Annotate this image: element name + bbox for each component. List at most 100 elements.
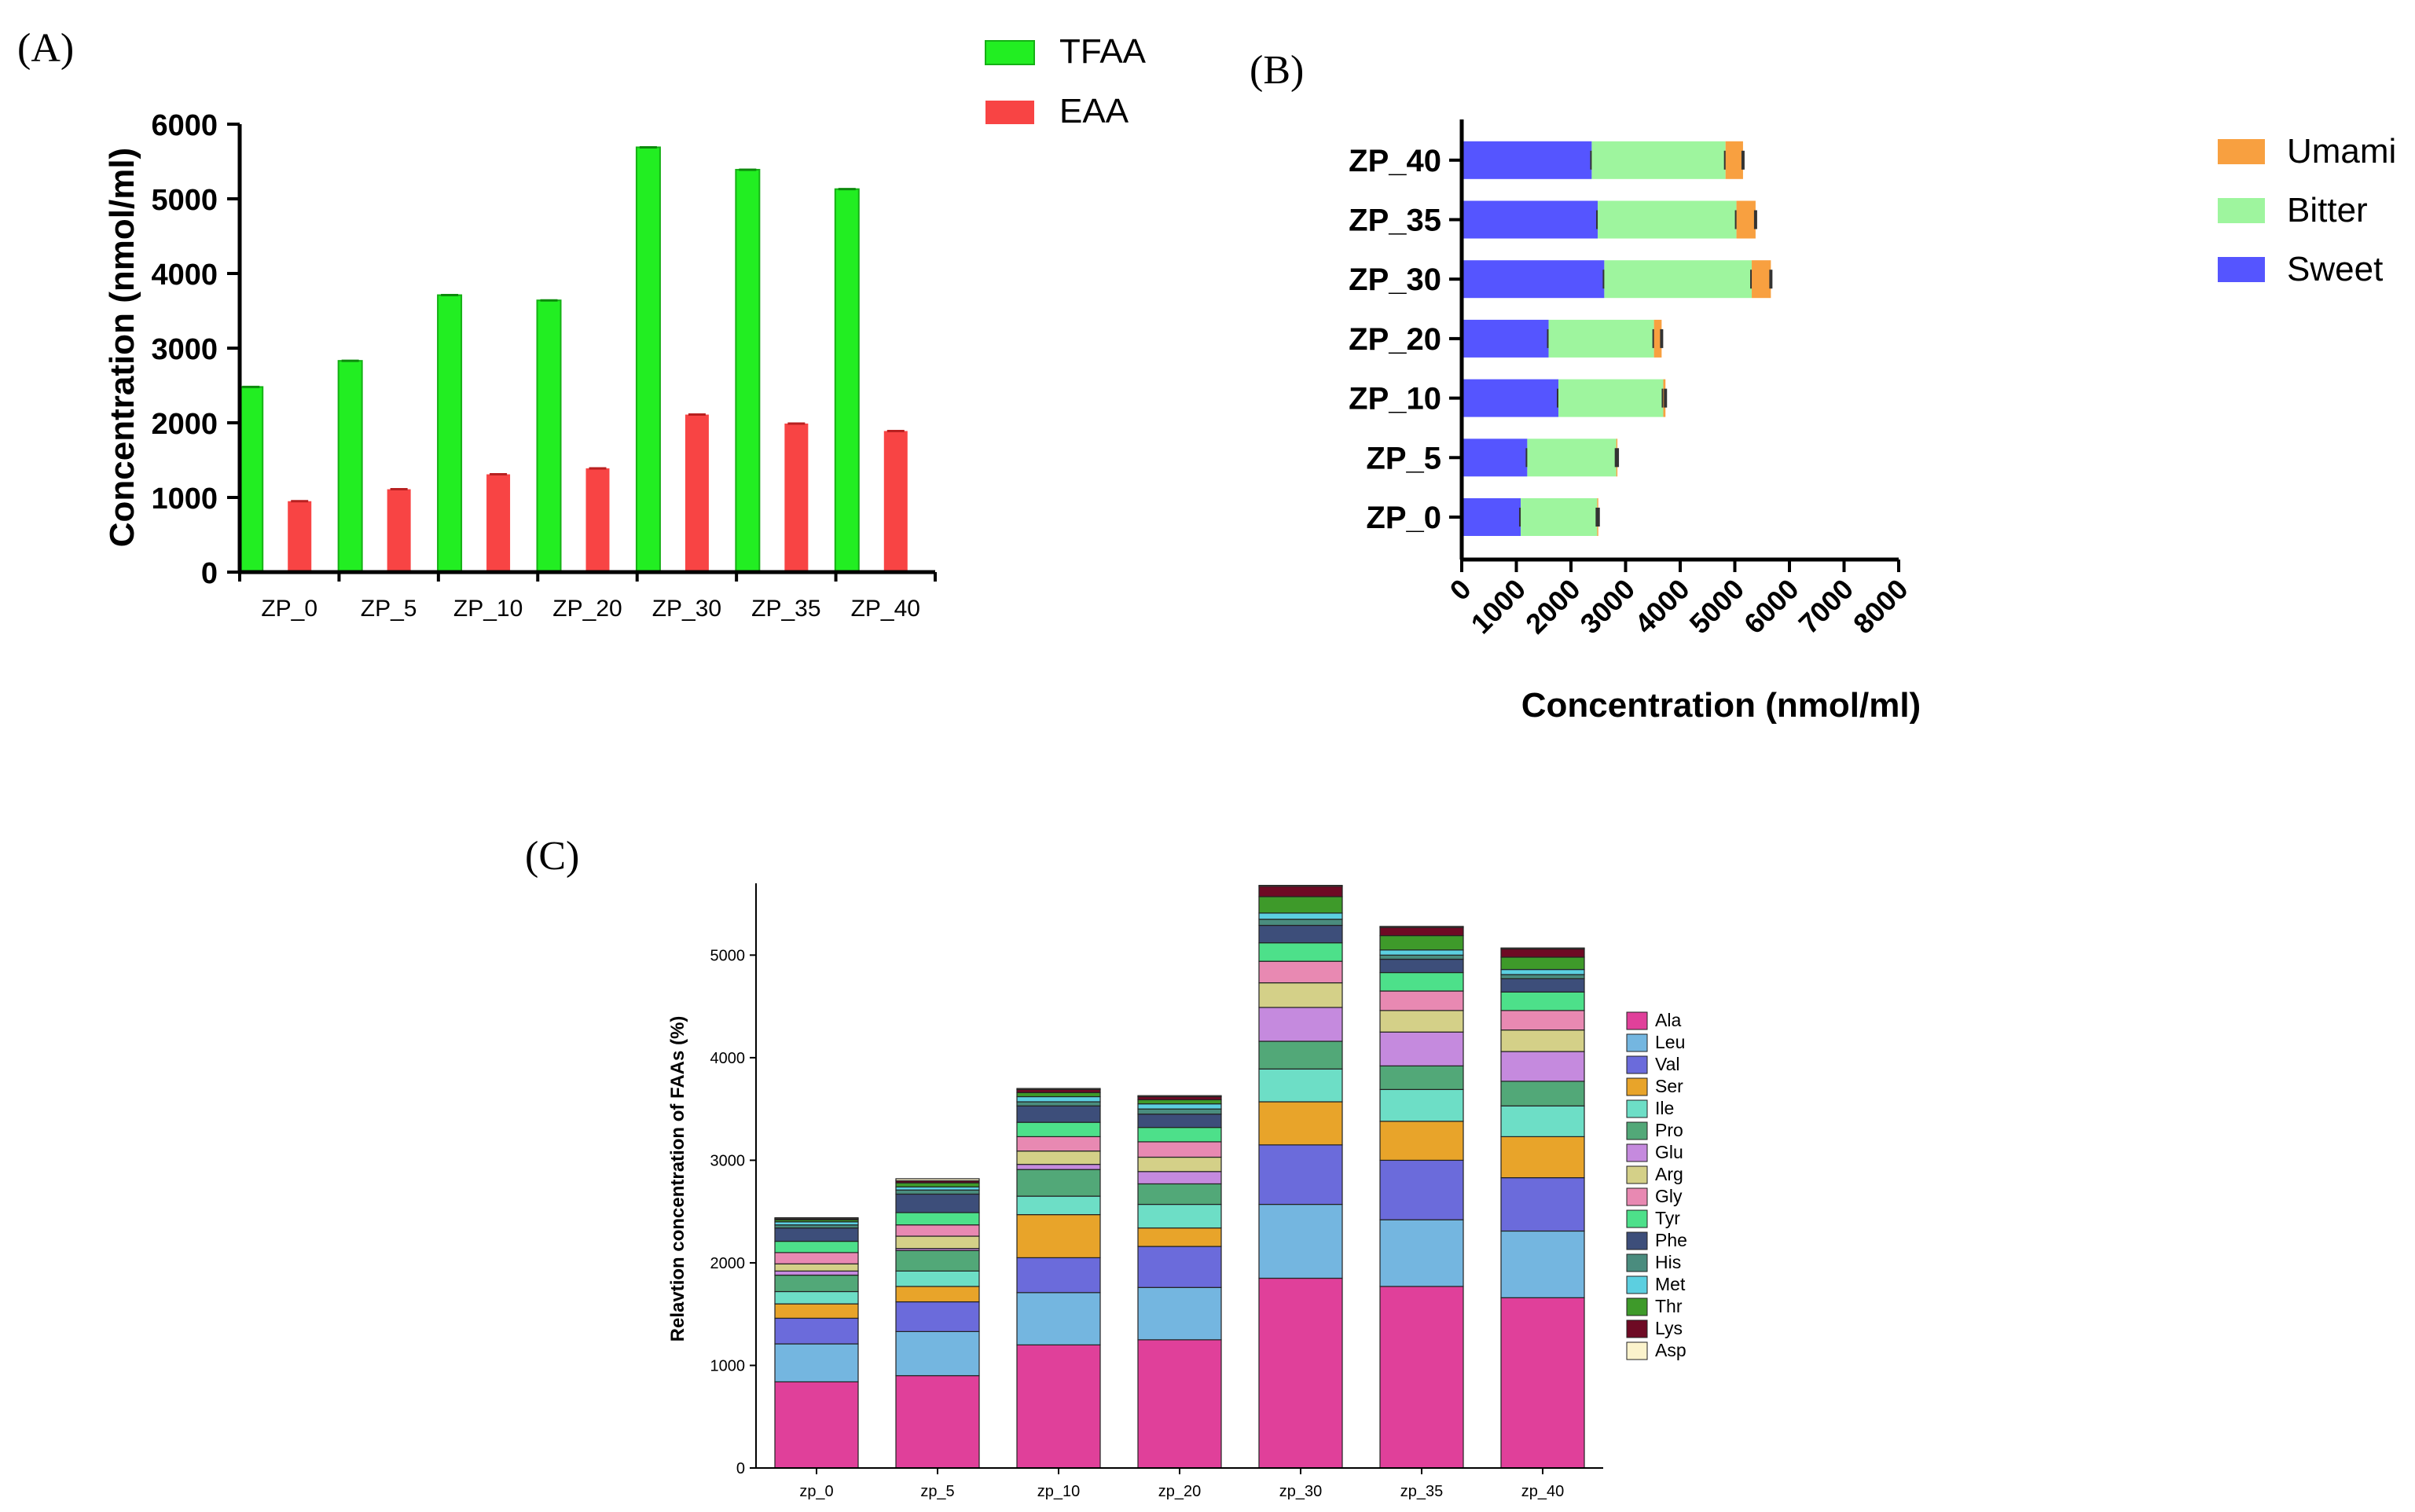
chart-b-bar-umami-zp-40 xyxy=(1725,141,1743,179)
chart-c-bar-gly-zp-0 xyxy=(774,1252,859,1264)
chart-c-bar-met-zp-35 xyxy=(1379,949,1464,956)
chart-c-bar-his-zp-30 xyxy=(1258,919,1343,927)
chart-c-bar-asp-zp-40 xyxy=(1500,947,1585,950)
chart-c-legend-swatch-ile xyxy=(1626,1099,1648,1118)
chart-c-bar-met-zp-30 xyxy=(1258,912,1343,920)
chart-c-bar-lys-zp-35 xyxy=(1379,927,1464,937)
chart-c: zp_0 zp_5 zp_10 zp_20 zp_30 zp_35 zp_40 0 1000 20… xyxy=(667,883,1687,1500)
chart-b-x-tick-label: 3000 xyxy=(1574,573,1642,640)
panel-label-b: (B) xyxy=(1250,48,1304,93)
chart-b-bar-sweet-zp-20 xyxy=(1462,319,1549,358)
chart-c-bar-ser-zp-35 xyxy=(1379,1121,1464,1162)
chart-a-x-tick-label: ZP_5 xyxy=(361,596,417,622)
chart-c-legend-label-leu: Leu xyxy=(1655,1032,1685,1052)
chart-b-legend: Umami Bitter Sweet xyxy=(2218,132,2396,288)
chart-a-bar-eaa-zp-20 xyxy=(585,468,610,572)
chart-c-legend-label-gly: Gly xyxy=(1655,1186,1683,1206)
chart-c-bar-his-zp-40 xyxy=(1500,974,1585,979)
chart-c-bar-asp-zp-5 xyxy=(895,1178,980,1182)
chart-b-bar-sweet-zp-0 xyxy=(1462,498,1521,536)
chart-c-bar-ala-zp-5 xyxy=(895,1374,980,1469)
chart-c-bar-asp-zp-10 xyxy=(1016,1088,1101,1090)
chart-b-y-tick-label: ZP_5 xyxy=(1366,441,1441,475)
chart-c-bar-val-zp-5 xyxy=(895,1301,980,1332)
chart-a-bar-tfaa-zp-10 xyxy=(437,294,463,573)
chart-a-bar-eaa-zp-35 xyxy=(784,423,809,572)
chart-c-bar-phe-zp-5 xyxy=(895,1193,980,1213)
chart-c-bar-arg-zp-20 xyxy=(1137,1156,1222,1173)
chart-c-legend-label-met: Met xyxy=(1655,1274,1686,1294)
chart-c-bar-leu-zp-5 xyxy=(895,1330,980,1377)
chart-c-bar-pro-zp-0 xyxy=(774,1275,859,1293)
chart-c-bar-pro-zp-5 xyxy=(895,1250,980,1272)
chart-c-y-tick-label: 3000 xyxy=(710,1152,746,1169)
chart-c-bar-glu-zp-30 xyxy=(1258,1007,1343,1042)
chart-c-y-tick-label: 5000 xyxy=(710,947,746,964)
chart-c-bar-pro-zp-20 xyxy=(1137,1183,1222,1206)
chart-b-y-tick-label: ZP_10 xyxy=(1349,382,1441,417)
chart-a-bar-eaa-zp-0 xyxy=(288,501,312,572)
chart-a-bar-tfaa-zp-5 xyxy=(337,360,363,573)
chart-c-bar-his-zp-20 xyxy=(1137,1108,1222,1115)
chart-c-legend-label-his: His xyxy=(1655,1252,1681,1272)
chart-a-x-tick-label: ZP_40 xyxy=(851,596,920,622)
chart-c-bar-tyr-zp-5 xyxy=(895,1212,980,1226)
chart-c-x-tick-label: zp_0 xyxy=(799,1483,833,1500)
chart-a-x-tick-label: ZP_20 xyxy=(552,596,622,622)
chart-c-legend-label-tyr: Tyr xyxy=(1655,1208,1680,1228)
chart-c-legend-label-pro: Pro xyxy=(1655,1120,1683,1140)
chart-c-legend-label-ala: Ala xyxy=(1655,1010,1681,1030)
chart-b-bar-sweet-zp-5 xyxy=(1462,439,1528,477)
chart-c-bar-phe-zp-30 xyxy=(1258,924,1343,944)
chart-b-bar-sweet-zp-30 xyxy=(1462,260,1605,299)
chart-c-bar-ile-zp-20 xyxy=(1137,1203,1222,1229)
chart-c-bar-arg-zp-40 xyxy=(1500,1029,1585,1052)
chart-c-bar-ile-zp-5 xyxy=(895,1270,980,1287)
chart-c-legend-swatch-ser xyxy=(1626,1077,1648,1096)
chart-c-bar-ile-zp-30 xyxy=(1258,1068,1343,1103)
chart-c-bar-his-zp-35 xyxy=(1379,954,1464,960)
chart-c-legend-swatch-pro xyxy=(1626,1121,1648,1140)
chart-b-x-tick-label: 2000 xyxy=(1519,573,1587,640)
chart-b-bar-bitter-zp-20 xyxy=(1548,319,1654,358)
chart-c-bar-ser-zp-0 xyxy=(774,1303,859,1319)
chart-c-x-tick-label: zp_30 xyxy=(1279,1483,1323,1500)
chart-c-bar-gly-zp-30 xyxy=(1258,960,1343,984)
chart-c-legend-swatch-his xyxy=(1626,1253,1648,1272)
chart-c-bar-thr-zp-5 xyxy=(895,1182,980,1187)
chart-b-y-tick-label: ZP_20 xyxy=(1349,322,1441,357)
chart-b-legend-label-umami: Umami xyxy=(2287,132,2396,171)
chart-c-x-tick-label: zp_20 xyxy=(1158,1483,1202,1500)
chart-b-legend-swatch-sweet xyxy=(2218,257,2265,282)
chart-c-bar-arg-zp-30 xyxy=(1258,982,1343,1008)
chart-b-x-tick-label: 1000 xyxy=(1465,573,1532,640)
chart-c-legend-label-asp: Asp xyxy=(1655,1340,1686,1360)
chart-a-y-tick-label: 3000 xyxy=(151,333,218,366)
chart-c-legend-label-ile: Ile xyxy=(1655,1098,1674,1118)
chart-c-bar-pro-zp-35 xyxy=(1379,1065,1464,1090)
chart-b-bar-bitter-zp-35 xyxy=(1598,200,1737,239)
chart-a-y-tick-label: 6000 xyxy=(151,109,218,142)
chart-c-bar-glu-zp-35 xyxy=(1379,1031,1464,1066)
chart-c-bar-tyr-zp-0 xyxy=(774,1240,859,1253)
chart-c-bar-gly-zp-10 xyxy=(1016,1136,1101,1152)
chart-a-bar-tfaa-zp-20 xyxy=(536,299,562,573)
chart-c-bar-tyr-zp-10 xyxy=(1016,1121,1101,1138)
chart-c-bar-tyr-zp-40 xyxy=(1500,991,1585,1011)
chart-c-bar-leu-zp-35 xyxy=(1379,1219,1464,1287)
chart-c-bar-arg-zp-10 xyxy=(1016,1151,1101,1165)
chart-c-bar-tyr-zp-30 xyxy=(1258,942,1343,962)
chart-c-legend-swatch-phe xyxy=(1626,1231,1648,1250)
chart-a-bar-eaa-zp-5 xyxy=(387,489,411,572)
chart-c-legend-swatch-glu xyxy=(1626,1143,1648,1162)
chart-a-bar-eaa-zp-10 xyxy=(486,474,511,572)
chart-c-bar-thr-zp-35 xyxy=(1379,934,1464,951)
chart-c-y-tick-label: 0 xyxy=(736,1460,745,1477)
chart-c-bar-phe-zp-10 xyxy=(1016,1105,1101,1123)
chart-b-y-tick-label: ZP_0 xyxy=(1366,501,1441,535)
chart-c-bar-leu-zp-10 xyxy=(1016,1292,1101,1345)
chart-c-bar-ser-zp-10 xyxy=(1016,1213,1101,1259)
chart-a-y-tick-label: 1000 xyxy=(151,483,218,516)
chart-c-bar-leu-zp-0 xyxy=(774,1343,859,1382)
chart-c-bar-phe-zp-0 xyxy=(774,1227,859,1242)
